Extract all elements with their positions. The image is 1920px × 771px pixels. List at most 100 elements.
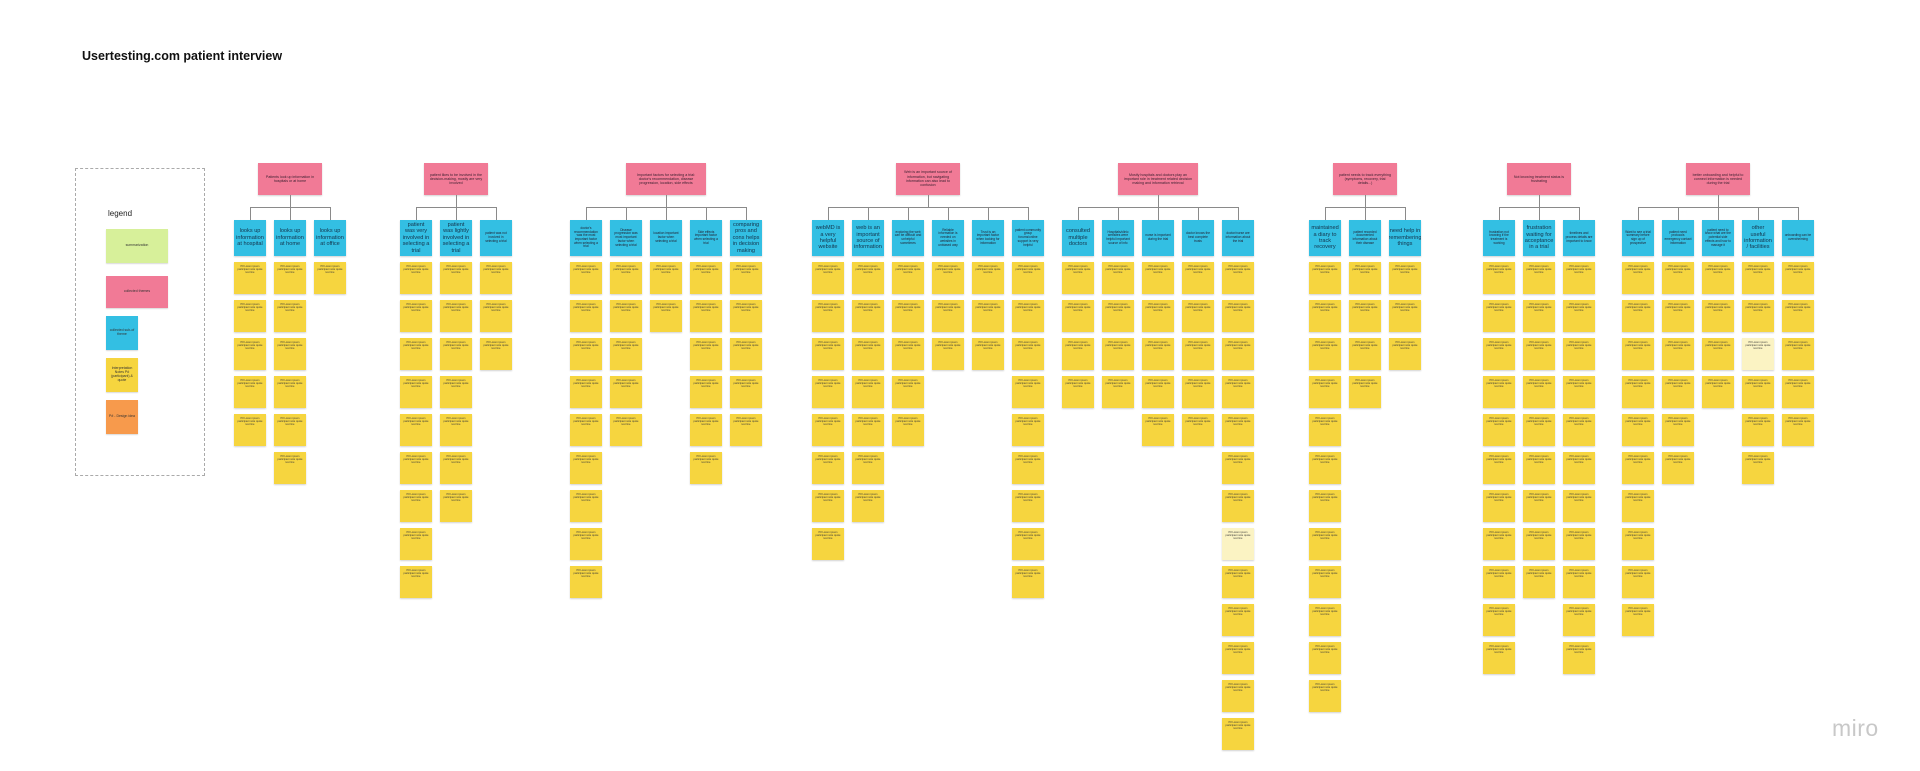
legend-item-researcher[interactable]: P# - Design idea	[106, 400, 138, 434]
legend-item-subtheme[interactable]: collected sub-of theme	[106, 316, 138, 350]
quote-note[interactable]: P# Lorem ipsum participant note quote te…	[480, 300, 512, 332]
quote-note[interactable]: P# Lorem ipsum participant note quote te…	[1523, 262, 1555, 294]
quote-note[interactable]: P# Lorem ipsum participant note quote te…	[1742, 452, 1774, 484]
quote-note[interactable]: P# Lorem ipsum participant note quote te…	[812, 376, 844, 408]
quote-note[interactable]: P# Lorem ipsum participant note quote te…	[1222, 718, 1254, 750]
quote-note[interactable]: P# Lorem ipsum participant note quote te…	[1523, 566, 1555, 598]
quote-note[interactable]: P# Lorem ipsum participant note quote te…	[570, 300, 602, 332]
quote-note[interactable]: P# Lorem ipsum participant note quote te…	[570, 452, 602, 484]
quote-note[interactable]: P# Lorem ipsum participant note quote te…	[1622, 262, 1654, 294]
quote-note[interactable]: P# Lorem ipsum participant note quote te…	[1012, 376, 1044, 408]
quote-note[interactable]: P# Lorem ipsum participant note quote te…	[274, 262, 306, 294]
quote-note[interactable]: P# Lorem ipsum participant note quote te…	[1222, 490, 1254, 522]
quote-note[interactable]: P# Lorem ipsum participant note quote te…	[480, 338, 512, 370]
quote-note[interactable]: P# Lorem ipsum participant note quote te…	[1309, 300, 1341, 332]
subtheme-note[interactable]: frustration waiting for acceptance in a …	[1523, 220, 1555, 256]
quote-note[interactable]: P# Lorem ipsum participant note quote te…	[730, 376, 762, 408]
quote-note[interactable]: P# Lorem ipsum participant note quote te…	[1563, 376, 1595, 408]
quote-note[interactable]: P# Lorem ipsum participant note quote te…	[1012, 566, 1044, 598]
legend-frame[interactable]	[75, 168, 205, 476]
quote-note[interactable]: P# Lorem ipsum participant note quote te…	[1222, 452, 1254, 484]
subtheme-note[interactable]: doctor/nurse are information about the t…	[1222, 220, 1254, 256]
quote-note[interactable]: P# Lorem ipsum participant note quote te…	[1349, 376, 1381, 408]
quote-note[interactable]: P# Lorem ipsum participant note quote te…	[812, 452, 844, 484]
quote-note[interactable]: P# Lorem ipsum participant note quote te…	[1062, 262, 1094, 294]
subtheme-note[interactable]: timelines and process details are import…	[1563, 220, 1595, 256]
quote-note[interactable]: P# Lorem ipsum participant note quote te…	[690, 452, 722, 484]
subtheme-note[interactable]: Trust is an important factor when lookin…	[972, 220, 1004, 256]
legend-item-theme[interactable]: collected themes	[106, 276, 168, 308]
subtheme-note[interactable]: Disease progression was most important f…	[610, 220, 642, 256]
quote-note[interactable]: P# Lorem ipsum participant note quote te…	[1142, 300, 1174, 332]
subtheme-note[interactable]: doctor knows the best complete trusts	[1182, 220, 1214, 256]
quote-note[interactable]: P# Lorem ipsum participant note quote te…	[1182, 262, 1214, 294]
quote-note[interactable]: P# Lorem ipsum participant note quote te…	[1349, 300, 1381, 332]
quote-note[interactable]: P# Lorem ipsum participant note quote te…	[1742, 376, 1774, 408]
quote-note[interactable]: P# Lorem ipsum participant note quote te…	[234, 414, 266, 446]
quote-note[interactable]: P# Lorem ipsum participant note quote te…	[1563, 338, 1595, 370]
quote-note[interactable]: P# Lorem ipsum participant note quote te…	[1012, 452, 1044, 484]
quote-note[interactable]: P# Lorem ipsum participant note quote te…	[1142, 338, 1174, 370]
quote-note[interactable]: P# Lorem ipsum participant note quote te…	[440, 376, 472, 408]
quote-note[interactable]: P# Lorem ipsum participant note quote te…	[1012, 262, 1044, 294]
quote-note[interactable]: P# Lorem ipsum participant note quote te…	[1622, 452, 1654, 484]
quote-note[interactable]: P# Lorem ipsum participant note quote te…	[1742, 414, 1774, 446]
quote-note[interactable]: P# Lorem ipsum participant note quote te…	[852, 414, 884, 446]
quote-note[interactable]: P# Lorem ipsum participant note quote te…	[1102, 300, 1134, 332]
quote-note[interactable]: P# Lorem ipsum participant note quote te…	[570, 566, 602, 598]
quote-note[interactable]: P# Lorem ipsum participant note quote te…	[274, 376, 306, 408]
subtheme-note[interactable]: web is an important source of informatio…	[852, 220, 884, 256]
quote-note[interactable]: P# Lorem ipsum participant note quote te…	[440, 262, 472, 294]
quote-note[interactable]: P# Lorem ipsum participant note quote te…	[1309, 414, 1341, 446]
subtheme-note[interactable]: onboarding can be overwhelming	[1782, 220, 1814, 256]
quote-note[interactable]: P# Lorem ipsum participant note quote te…	[1523, 414, 1555, 446]
subtheme-note[interactable]: need help in remembering things	[1389, 220, 1421, 256]
quote-note[interactable]: P# Lorem ipsum participant note quote te…	[892, 338, 924, 370]
quote-note[interactable]: P# Lorem ipsum participant note quote te…	[610, 338, 642, 370]
quote-note[interactable]: P# Lorem ipsum participant note quote te…	[1182, 414, 1214, 446]
quote-note[interactable]: P# Lorem ipsum participant note quote te…	[1702, 376, 1734, 408]
quote-note[interactable]: P# Lorem ipsum participant note quote te…	[1222, 680, 1254, 712]
quote-note[interactable]: P# Lorem ipsum participant note quote te…	[610, 376, 642, 408]
quote-note[interactable]: P# Lorem ipsum participant note quote te…	[1142, 414, 1174, 446]
quote-note[interactable]: P# Lorem ipsum participant note quote te…	[570, 528, 602, 560]
quote-note[interactable]: P# Lorem ipsum participant note quote te…	[440, 490, 472, 522]
quote-note[interactable]: P# Lorem ipsum participant note quote te…	[610, 414, 642, 446]
quote-note[interactable]: P# Lorem ipsum participant note quote te…	[1622, 566, 1654, 598]
quote-note[interactable]: P# Lorem ipsum participant note quote te…	[400, 262, 432, 294]
quote-note[interactable]: P# Lorem ipsum participant note quote te…	[892, 300, 924, 332]
quote-note[interactable]: P# Lorem ipsum participant note quote te…	[690, 338, 722, 370]
theme-header[interactable]: Important factors for selecting a trial:…	[626, 163, 706, 195]
quote-note[interactable]: P# Lorem ipsum participant note quote te…	[234, 300, 266, 332]
quote-note[interactable]: P# Lorem ipsum participant note quote te…	[234, 376, 266, 408]
quote-note[interactable]: P# Lorem ipsum participant note quote te…	[932, 300, 964, 332]
quote-note[interactable]: P# Lorem ipsum participant note quote te…	[730, 338, 762, 370]
quote-note[interactable]: P# Lorem ipsum participant note quote te…	[1662, 338, 1694, 370]
quote-note[interactable]: P# Lorem ipsum participant note quote te…	[1062, 300, 1094, 332]
subtheme-note[interactable]: Want to see a trial summary before sign …	[1622, 220, 1654, 256]
quote-note[interactable]: P# Lorem ipsum participant note quote te…	[852, 262, 884, 294]
quote-note[interactable]: P# Lorem ipsum participant note quote te…	[690, 414, 722, 446]
theme-header[interactable]: better onboarding and helpful to connect…	[1686, 163, 1750, 195]
quote-note[interactable]: P# Lorem ipsum participant note quote te…	[480, 262, 512, 294]
quote-note[interactable]: P# Lorem ipsum participant note quote te…	[1062, 376, 1094, 408]
quote-note[interactable]: P# Lorem ipsum participant note quote te…	[1523, 528, 1555, 560]
quote-note[interactable]: P# Lorem ipsum participant note quote te…	[1563, 642, 1595, 674]
quote-note[interactable]: P# Lorem ipsum participant note quote te…	[1483, 300, 1515, 332]
quote-note[interactable]: P# Lorem ipsum participant note quote te…	[274, 414, 306, 446]
quote-note[interactable]: P# Lorem ipsum participant note quote te…	[1523, 452, 1555, 484]
quote-note[interactable]: P# Lorem ipsum participant note quote te…	[1389, 262, 1421, 294]
quote-note[interactable]: P# Lorem ipsum participant note quote te…	[1483, 262, 1515, 294]
quote-note[interactable]: P# Lorem ipsum participant note quote te…	[852, 338, 884, 370]
quote-note[interactable]: P# Lorem ipsum participant note quote te…	[852, 490, 884, 522]
quote-note[interactable]: P# Lorem ipsum participant note quote te…	[1483, 414, 1515, 446]
quote-note[interactable]: P# Lorem ipsum participant note quote te…	[932, 338, 964, 370]
quote-note[interactable]: P# Lorem ipsum participant note quote te…	[1222, 414, 1254, 446]
theme-header[interactable]: patient needs to track everything (sympt…	[1333, 163, 1397, 195]
quote-note[interactable]: P# Lorem ipsum participant note quote te…	[1309, 376, 1341, 408]
quote-note[interactable]: P# Lorem ipsum participant note quote te…	[972, 262, 1004, 294]
quote-note[interactable]: P# Lorem ipsum participant note quote te…	[1222, 338, 1254, 370]
quote-note[interactable]: P# Lorem ipsum participant note quote te…	[1102, 338, 1134, 370]
quote-note[interactable]: P# Lorem ipsum participant note quote te…	[1222, 642, 1254, 674]
